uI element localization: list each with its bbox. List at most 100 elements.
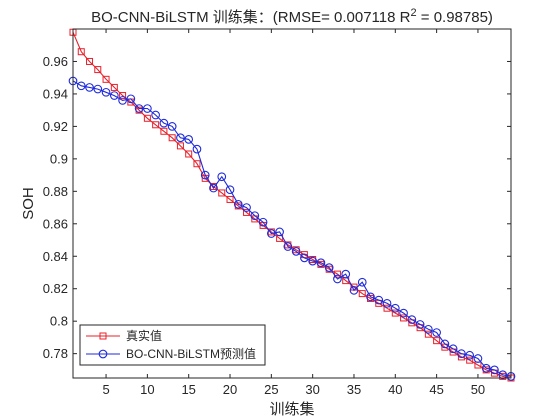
series-1-point <box>94 66 102 74</box>
series-1-point <box>143 114 151 122</box>
series-2-point <box>448 344 458 354</box>
series-1-point <box>400 314 408 322</box>
series-1-point <box>226 195 234 203</box>
series-2-point <box>118 96 127 105</box>
series-2-point <box>250 211 260 221</box>
series-2-point <box>498 370 508 380</box>
y-tick-label: 0.9 <box>50 151 68 166</box>
ticks-layer: 5 10 15 20 25 30 35 40 45 50 0.78 0.8 0.82 0.84 0.86 0.… <box>43 29 511 397</box>
series-2-point <box>291 247 301 256</box>
y-tick-label: 0.84 <box>43 249 68 264</box>
x-tick-label: 40 <box>388 382 402 397</box>
series-2-point <box>143 104 152 113</box>
y-tick-label: 0.8 <box>50 314 68 329</box>
series-1-point <box>110 83 118 91</box>
series-1-point <box>168 134 176 142</box>
series-2-point <box>85 83 94 92</box>
series-1-point <box>218 189 226 197</box>
x-tick-label: 30 <box>305 382 319 397</box>
series-2-point <box>184 135 194 144</box>
series-2-point <box>316 258 326 268</box>
chart-title-value: = 0.98785) <box>417 9 493 26</box>
series-2-line <box>72 80 512 377</box>
x-tick-label: 25 <box>264 382 278 397</box>
series-2-point <box>382 298 392 308</box>
chart-title-superscript: 2 <box>410 7 416 19</box>
series-2-point <box>481 363 491 373</box>
series-2-point <box>192 144 202 154</box>
legend: 真实值 BO-CNN-BiLSTM预测值 <box>79 324 266 366</box>
legend-entries: 真实值 BO-CNN-BiLSTM预测值 <box>86 328 256 361</box>
series-2-point <box>473 354 483 363</box>
series-2-point <box>440 339 450 349</box>
series-2-point <box>374 295 384 305</box>
series-1-point <box>383 304 391 312</box>
series-2-point <box>134 104 144 113</box>
y-tick-label: 0.82 <box>43 281 68 296</box>
y-axis-label: SOH <box>20 187 37 220</box>
x-tick-label: 15 <box>181 382 195 397</box>
series-2-point <box>390 303 400 313</box>
series-2-point <box>93 84 103 94</box>
series-2-point <box>209 183 218 193</box>
series-1-point <box>391 309 399 317</box>
y-tick-label: 0.86 <box>43 216 68 231</box>
y-tick-label: 0.78 <box>43 346 68 361</box>
series-2-point <box>266 229 276 238</box>
series-1-point <box>466 356 474 364</box>
series-2-point <box>275 227 284 237</box>
series-2-point <box>308 256 318 266</box>
series-1-point <box>77 48 85 56</box>
series-2-point <box>176 133 185 143</box>
y-tick-label: 0.92 <box>43 119 68 134</box>
chart-title-main: BO-CNN-BiLSTM 训练集：(RMSE= 0.007118 R <box>91 9 411 26</box>
axes-box <box>72 28 512 379</box>
series-2-point <box>233 199 243 209</box>
series-2-point <box>242 203 251 212</box>
legend-marker-circle <box>98 349 108 359</box>
series-2-point <box>324 263 334 272</box>
series-2-point <box>415 320 425 329</box>
y-tick-label: 0.88 <box>43 184 68 199</box>
series-1-point <box>193 160 201 168</box>
series-1-point <box>176 142 184 150</box>
chart-title: BO-CNN-BiLSTM 训练集：(RMSE= 0.007118 R2 = 0… <box>91 7 493 26</box>
x-tick-label: 50 <box>471 382 485 397</box>
legend-label-2: BO-CNN-BiLSTM预测值 <box>126 346 256 361</box>
series-2-point <box>101 87 111 97</box>
x-axis-label: 训练集 <box>269 401 314 418</box>
series-2-point <box>407 315 417 324</box>
series-2-point <box>465 350 475 360</box>
series-2-point <box>126 94 136 104</box>
series-2-point <box>225 185 235 195</box>
series-layer <box>68 28 516 382</box>
series-2-point <box>217 172 227 182</box>
series-2-point <box>432 328 441 337</box>
series-2-point <box>76 81 86 91</box>
series-1-point <box>152 121 160 129</box>
legend-marker-square <box>99 332 107 340</box>
series-2-point <box>200 170 210 180</box>
series-2-point <box>300 253 309 263</box>
series-2-point <box>341 269 351 279</box>
series-1-point <box>424 330 432 338</box>
series-2-point <box>424 324 433 334</box>
series-1-point <box>358 290 366 298</box>
y-tick-label: 0.94 <box>43 86 68 101</box>
series-2-point <box>151 110 160 120</box>
x-tick-label: 20 <box>223 382 237 397</box>
series-1-point <box>243 208 251 216</box>
series-1-point <box>433 337 441 345</box>
series-2-point <box>399 308 408 318</box>
series-1-point <box>160 127 168 135</box>
series-1-point <box>185 150 193 158</box>
series-2-point <box>366 292 375 302</box>
x-tick-label: 35 <box>347 382 361 397</box>
series-2-point <box>283 242 293 251</box>
series-2-point <box>159 118 169 128</box>
series-1-point <box>119 92 127 100</box>
series-2-point <box>457 349 466 359</box>
x-tick-label: 5 <box>102 382 109 397</box>
series-2-point <box>490 365 499 375</box>
